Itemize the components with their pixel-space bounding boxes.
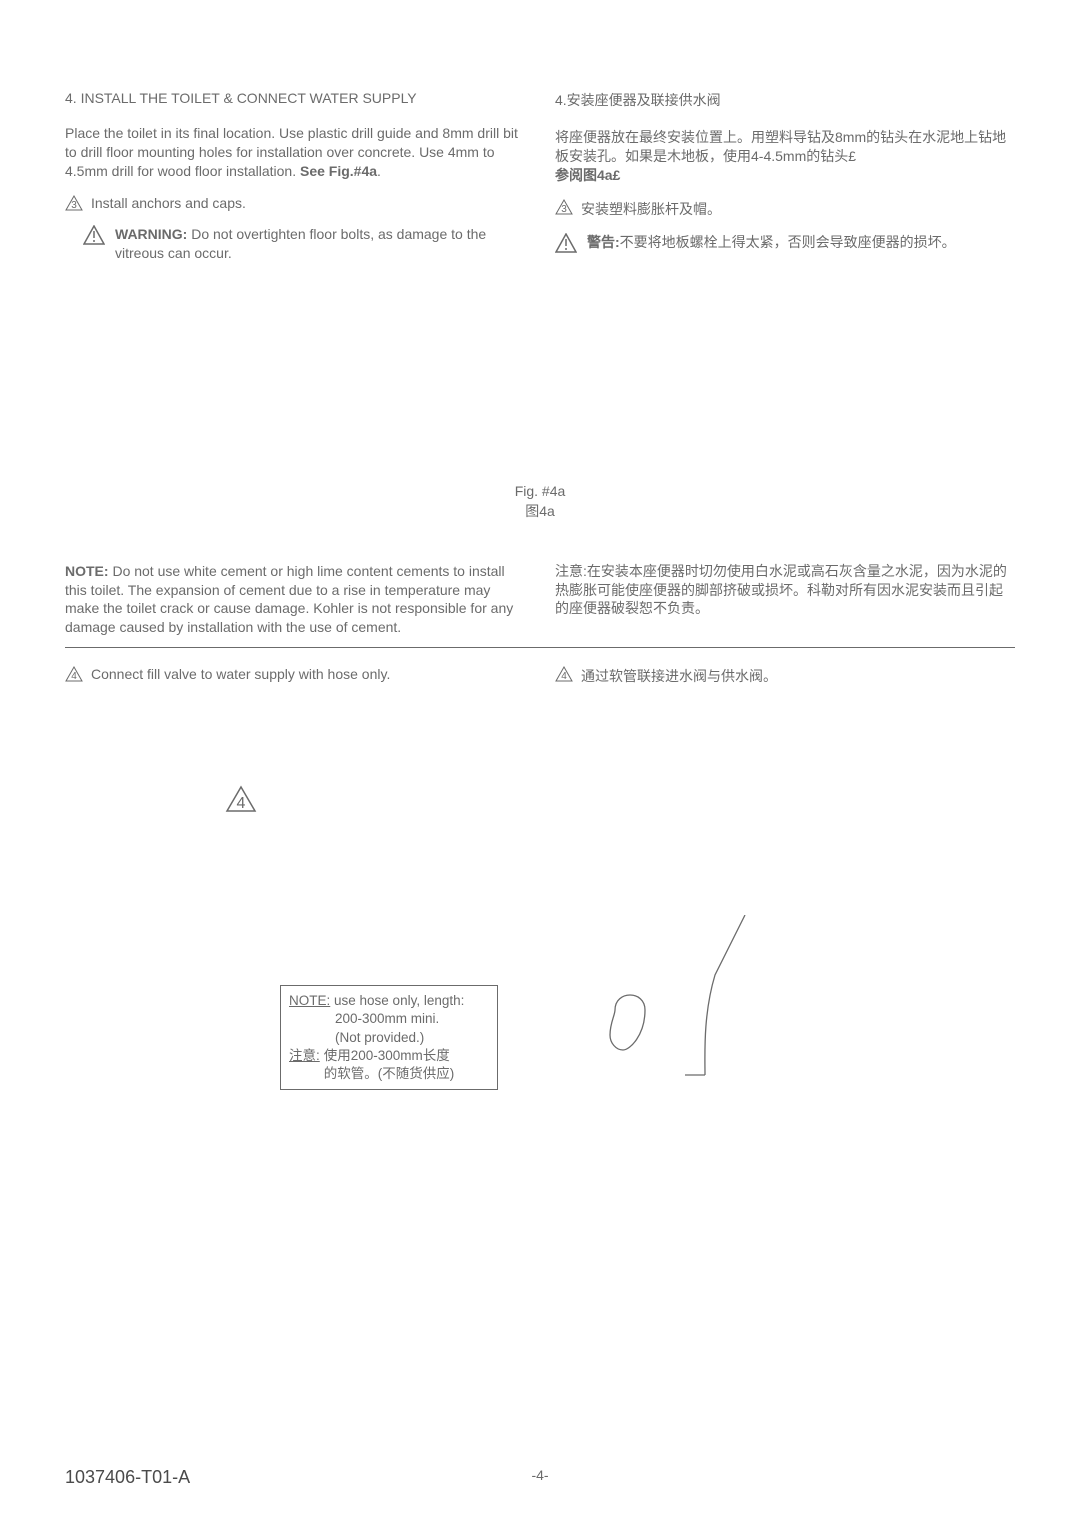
hose-note-box: NOTE: use hose only, length: 200-300mm m… (280, 985, 498, 1090)
hose-note-l4b: 的软管。(不随货供应) (324, 1065, 455, 1083)
divider (65, 647, 1015, 648)
heading-left: 4. INSTALL THE TOILET & CONNECT WATER SU… (65, 90, 525, 106)
warning-left-text: WARNING: Do not overtighten floor bolts,… (115, 225, 525, 263)
step-3-icon: 3 (555, 199, 573, 215)
step4-right: 4 通过软管联接进水阀与供水阀。 (555, 660, 1015, 700)
figure-4a-caption: Fig. #4a 图4a (65, 482, 1015, 521)
section-4-columns: 4. INSTALL THE TOILET & CONNECT WATER SU… (65, 90, 1015, 262)
fig-caption-zh: 图4a (65, 502, 1015, 522)
warning-icon (83, 225, 105, 245)
hose-note-zh: 注意: 使用200-300mm长度 的软管。(不随货供应) (289, 1047, 489, 1083)
heading-right: 4.安装座便器及联接供水阀 (555, 90, 1015, 110)
note-left-label: NOTE: (65, 563, 109, 579)
para-right-1-text: 将座便器放在最终安装位置上。用塑料导钻及8mm的钻头在水泥地上钻地板安装孔。如果… (555, 129, 1006, 164)
step-4-icon: 4 (65, 666, 83, 682)
warning-icon (555, 233, 577, 253)
toilet-sketch-icon (595, 915, 795, 1090)
note-row: NOTE: Do not use white cement or high li… (65, 562, 1015, 638)
hose-note-l4a: 使用200-300mm长度 (324, 1047, 455, 1065)
hose-note-zh-body: 使用200-300mm长度 的软管。(不随货供应) (324, 1047, 455, 1083)
para-right-1: 将座便器放在最终安装位置上。用塑料导钻及8mm的钻头在水泥地上钻地板安装孔。如果… (555, 128, 1015, 185)
hose-note-label-en: NOTE: (289, 993, 330, 1008)
para-left-1: Place the toilet in its final location. … (65, 124, 525, 181)
page-number: -4- (531, 1467, 548, 1483)
svg-text:4: 4 (71, 671, 77, 682)
hose-note-label-zh: 注意: (289, 1047, 320, 1083)
step-4-icon: 4 (555, 666, 573, 682)
note-right-label: 注意: (555, 563, 587, 579)
step-3-icon: 3 (65, 195, 83, 211)
warning-right-text: 警告:不要将地板螺栓上得太紧，否则会导致座便器的损坏。 (587, 233, 1015, 252)
warning-right-body: 不要将地板螺栓上得太紧，否则会导致座便器的损坏。 (620, 234, 956, 250)
hose-note-l2: 200-300mm mini. (289, 1010, 489, 1028)
warning-right-label: 警告: (587, 234, 620, 250)
right-column: 4.安装座便器及联接供水阀 将座便器放在最终安装位置上。用塑料导钻及8mm的钻头… (555, 90, 1015, 262)
para-left-1-text: Place the toilet in its final location. … (65, 125, 518, 179)
note-left: NOTE: Do not use white cement or high li… (65, 562, 525, 638)
note-left-text: Do not use white cement or high lime con… (65, 563, 513, 636)
note-right: 注意:在安装本座便器时切勿使用白水泥或高石灰含量之水泥，因为水泥的热膨胀可能使座… (555, 562, 1015, 638)
para-right-1-bold: 参阅图4a£ (555, 167, 620, 183)
step4-left: 4 Connect fill valve to water supply wit… (65, 660, 525, 700)
diagram-area: 4 NOTE: use hose only, length: 200-300mm… (65, 730, 1015, 1190)
left-column: 4. INSTALL THE TOILET & CONNECT WATER SU… (65, 90, 525, 262)
warning-right: 警告:不要将地板螺栓上得太紧，否则会导致座便器的损坏。 (555, 233, 1015, 253)
step4-left-text: Connect fill valve to water supply with … (91, 666, 390, 682)
hose-note-l1: use hose only, length: (330, 993, 464, 1008)
note-right-text: 在安装本座便器时切勿使用白水泥或高石灰含量之水泥，因为水泥的热膨胀可能使座便器的… (555, 563, 1007, 617)
warning-left: WARNING: Do not overtighten floor bolts,… (65, 225, 525, 263)
hose-note-l3: (Not provided.) (289, 1029, 489, 1047)
svg-text:4: 4 (561, 671, 567, 682)
hose-note-line1: NOTE: use hose only, length: (289, 992, 489, 1010)
svg-text:4: 4 (237, 795, 246, 812)
step3-right-text: 安装塑料膨胀杆及帽。 (581, 199, 721, 219)
step4-row: 4 Connect fill valve to water supply wit… (65, 660, 1015, 700)
step3-left: 3 Install anchors and caps. (65, 195, 525, 211)
step-4-large-icon: 4 (225, 785, 257, 813)
document-number: 1037406-T01-A (65, 1467, 190, 1488)
page-footer: 1037406-T01-A -4- (65, 1467, 1015, 1488)
step4-right-text: 通过软管联接进水阀与供水阀。 (581, 666, 777, 686)
warning-left-label: WARNING: (115, 226, 187, 242)
step3-right: 3 安装塑料膨胀杆及帽。 (555, 199, 1015, 219)
svg-text:3: 3 (561, 204, 567, 215)
para-left-1-bold: See Fig.#4a (300, 163, 377, 179)
step3-left-text: Install anchors and caps. (91, 195, 246, 211)
svg-text:3: 3 (71, 200, 77, 211)
fig-caption-en: Fig. #4a (65, 482, 1015, 502)
